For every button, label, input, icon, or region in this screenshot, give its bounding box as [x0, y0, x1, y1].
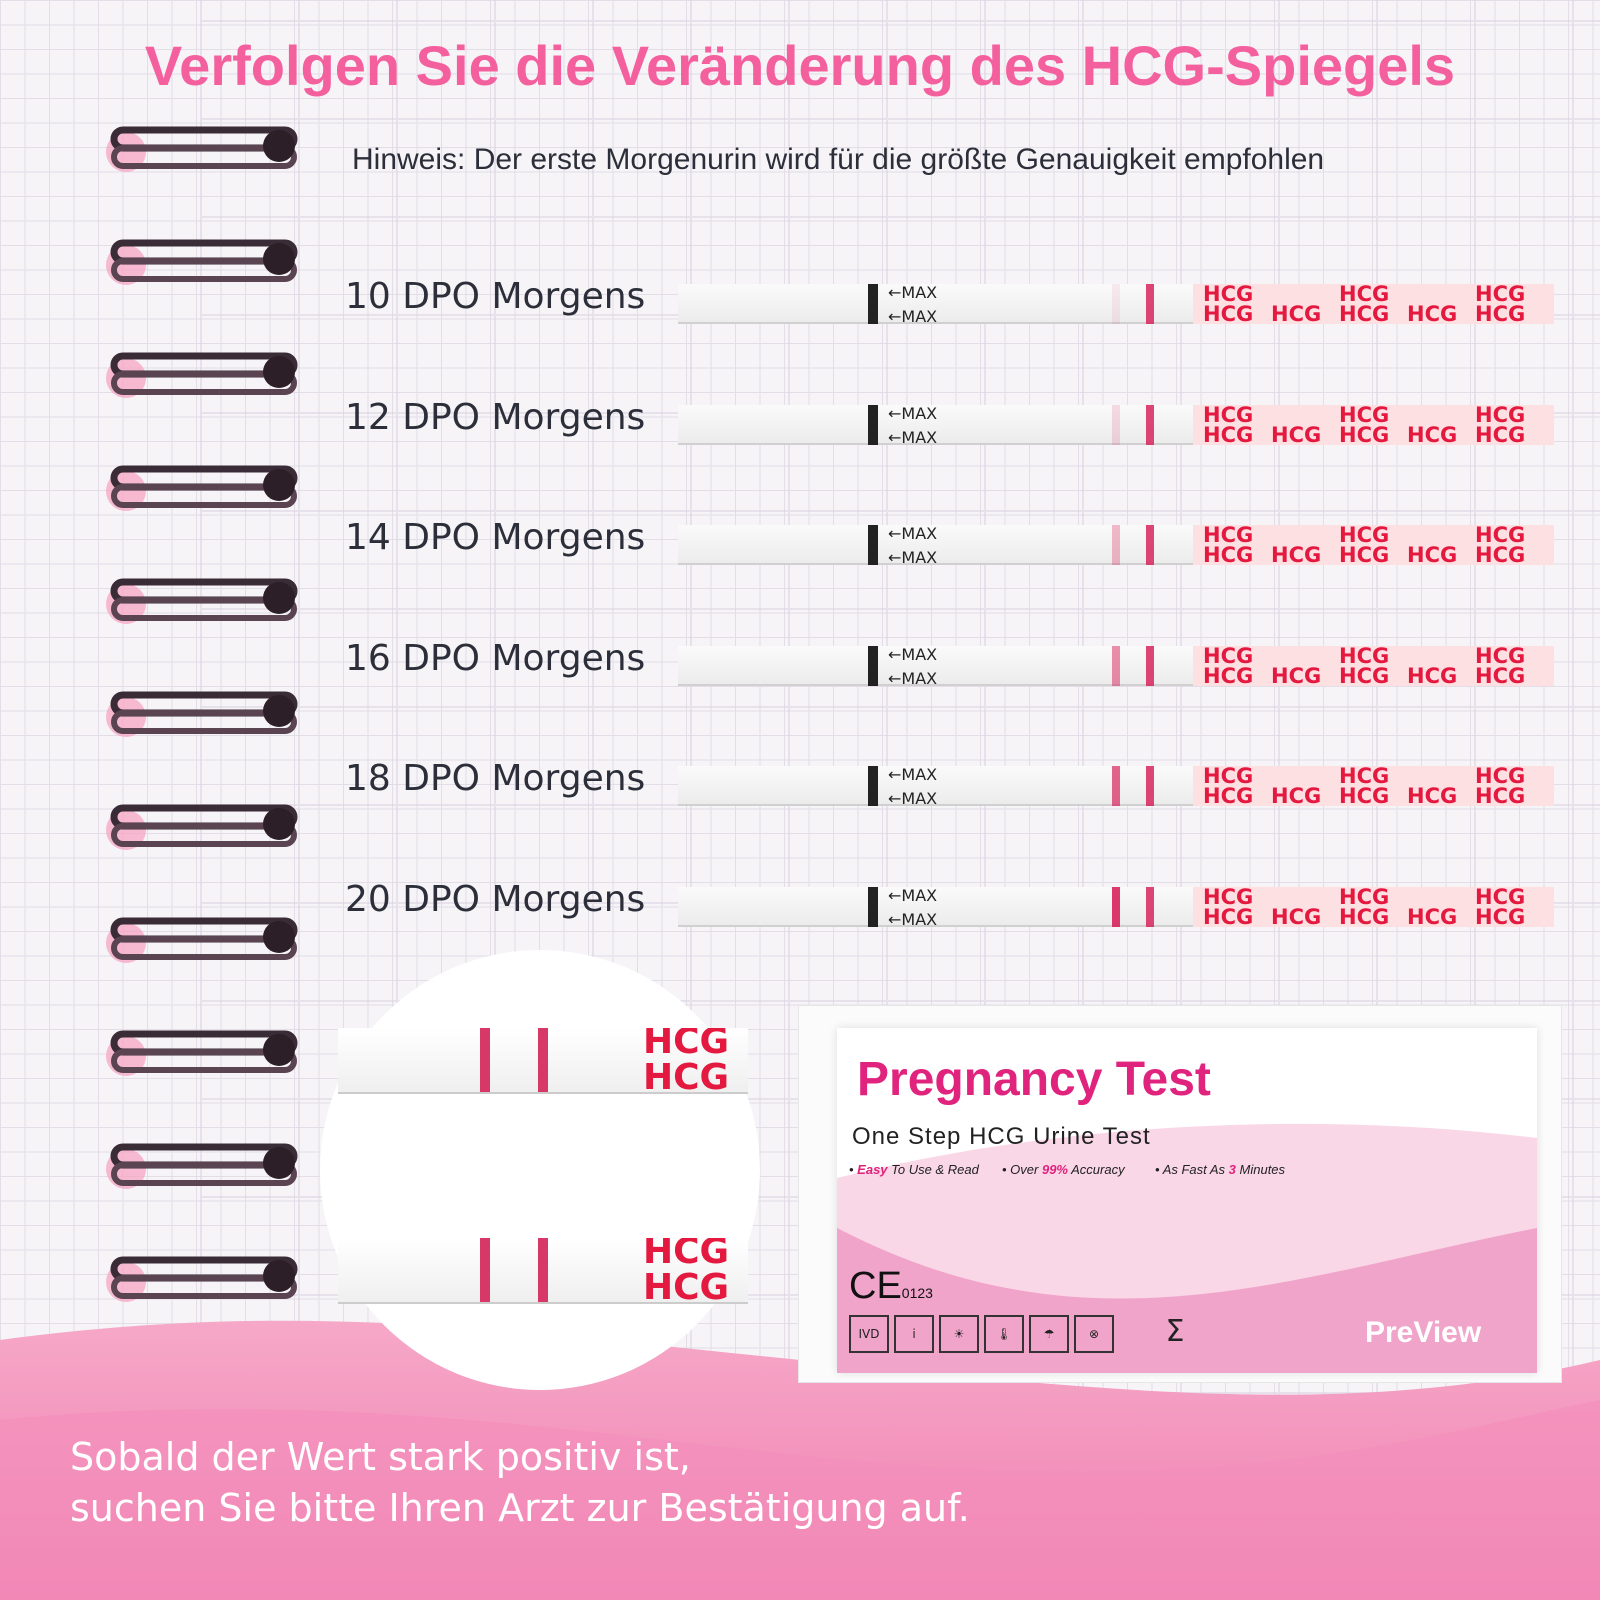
row-label: 14 DPO Morgens [345, 517, 646, 558]
row-label: 12 DPO Morgens [345, 396, 646, 438]
row-label: 20 DPO Morgens [345, 878, 646, 920]
max-bar [868, 886, 878, 927]
control-line [1146, 645, 1154, 686]
control-line [1146, 404, 1154, 445]
hcg-print: HCG HCG HCGHCG HCG HCGHCG HCG [1193, 404, 1554, 445]
control-line [538, 1238, 548, 1302]
spiral-ring-icon [106, 691, 298, 737]
spiral-ring-icon [106, 804, 298, 850]
test-strip: ←MAX ←MAX HCG HCG HCGHCG HCG HCGHCG HCG [678, 284, 1554, 324]
sigma-symbol-icon: Σ [1165, 1314, 1185, 1349]
control-line [1146, 886, 1154, 927]
brand-logo: PreView [1365, 1316, 1482, 1349]
hcg-print: HCG HCG [643, 1238, 730, 1304]
feature-easy: • Easy To Use & Read [849, 1162, 979, 1177]
max-label: ←MAX [888, 524, 938, 543]
test-line [1112, 886, 1120, 927]
hcg-print: HCG HCG HCGHCG HCG HCGHCG HCG [1193, 284, 1554, 324]
max-bar [868, 766, 878, 806]
max-bar [868, 404, 878, 445]
hint-text: Hinweis: Der erste Morgenurin wird für d… [352, 143, 1325, 176]
package-symbol-icon: IVD [849, 1315, 889, 1353]
spiral-ring-icon [106, 578, 298, 624]
feature-speed: • As Fast As 3 Minutes [1155, 1162, 1286, 1177]
test-strip: ←MAX ←MAX HCG HCG HCGHCG HCG HCGHCG HCG [678, 766, 1554, 806]
spiral-ring-icon [106, 1030, 298, 1076]
max-label: ←MAX [888, 790, 938, 806]
max-label: ←MAX [888, 428, 938, 445]
max-bar [868, 645, 878, 686]
package-symbol-icon: i [894, 1315, 934, 1353]
test-line [1112, 404, 1120, 445]
row-label: 10 DPO Morgens [345, 276, 646, 317]
zoom-magnifier [320, 950, 760, 1390]
test-line [1112, 766, 1120, 806]
test-strip: ←MAX ←MAX HCG HCG HCGHCG HCG HCGHCG HCG [678, 403, 1554, 445]
zoomed-strip-bottom: HCG HCG [338, 1238, 748, 1304]
footer-note: Sobald der Wert stark positiv ist, suche… [70, 1432, 970, 1534]
hcg-print: HCG HCG HCGHCG HCG HCGHCG HCG [1193, 886, 1554, 927]
max-label: ←MAX [888, 910, 938, 927]
package-symbol-icon: 🌡 [984, 1315, 1024, 1353]
spiral-ring-icon [106, 239, 298, 285]
max-label: ←MAX [888, 765, 938, 784]
row-label: 16 DPO Morgens [345, 637, 646, 679]
max-label: ←MAX [888, 308, 938, 324]
package-symbol-icon: ⊗ [1074, 1315, 1114, 1353]
spiral-ring-icon [106, 126, 298, 172]
package-wave [837, 1123, 1537, 1373]
spiral-ring-icon [106, 465, 298, 511]
test-line [480, 1238, 490, 1302]
test-strip: ←MAX ←MAX HCG HCG HCGHCG HCG HCGHCG HCG [678, 644, 1554, 686]
max-label: ←MAX [888, 644, 938, 664]
max-bar [868, 284, 878, 324]
page-title: Verfolgen Sie die Veränderung des HCG-Sp… [144, 34, 1456, 97]
test-strip: ←MAX ←MAX HCG HCG HCGHCG HCG HCGHCG HCG [678, 525, 1554, 565]
feature-accuracy: • Over 99% Accuracy [1002, 1162, 1125, 1177]
spiral-ring-icon [106, 1256, 298, 1302]
max-label: ←MAX [888, 885, 938, 905]
hcg-print: HCG HCG HCGHCG HCG HCGHCG HCG [1193, 525, 1554, 565]
max-label: ←MAX [888, 669, 938, 686]
control-line [1146, 284, 1154, 324]
test-line [480, 1028, 490, 1092]
package-symbol-icon: ☂ [1029, 1315, 1069, 1353]
package-subtitle: One Step HCG Urine Test [852, 1123, 1151, 1150]
product-package: Pregnancy Test One Step HCG Urine Test •… [798, 1005, 1562, 1383]
footer-line-1: Sobald der Wert stark positiv ist, [70, 1435, 691, 1479]
hcg-print: HCG HCG [643, 1028, 730, 1094]
spiral-ring-icon [106, 917, 298, 963]
footer-line-2: suchen Sie bitte Ihren Arzt zur Bestätig… [70, 1486, 970, 1530]
row-label: 18 DPO Morgens [345, 758, 646, 799]
package-title: Pregnancy Test [857, 1053, 1211, 1106]
max-label: ←MAX [888, 403, 938, 423]
package-symbol-icon: ☀ [939, 1315, 979, 1353]
hcg-print: HCG HCG HCGHCG HCG HCGHCG HCG [1193, 645, 1554, 686]
zoomed-strip-top: HCG HCG [338, 1028, 748, 1094]
test-strip: ←MAX ←MAX HCG HCG HCGHCG HCG HCGHCG HCG [678, 885, 1554, 927]
hcg-print: HCG HCG HCGHCG HCG HCGHCG HCG [1193, 766, 1554, 806]
control-line [538, 1028, 548, 1092]
max-label: ←MAX [888, 283, 938, 302]
max-label: ←MAX [888, 549, 938, 565]
spiral-ring-icon [106, 1143, 298, 1189]
test-line [1112, 525, 1120, 565]
max-bar [868, 525, 878, 565]
test-line [1112, 645, 1120, 686]
spiral-ring-icon [106, 352, 298, 398]
test-line [1112, 284, 1120, 324]
control-line [1146, 525, 1154, 565]
ce-mark: CE0123 [849, 1265, 933, 1307]
control-line [1146, 766, 1154, 806]
